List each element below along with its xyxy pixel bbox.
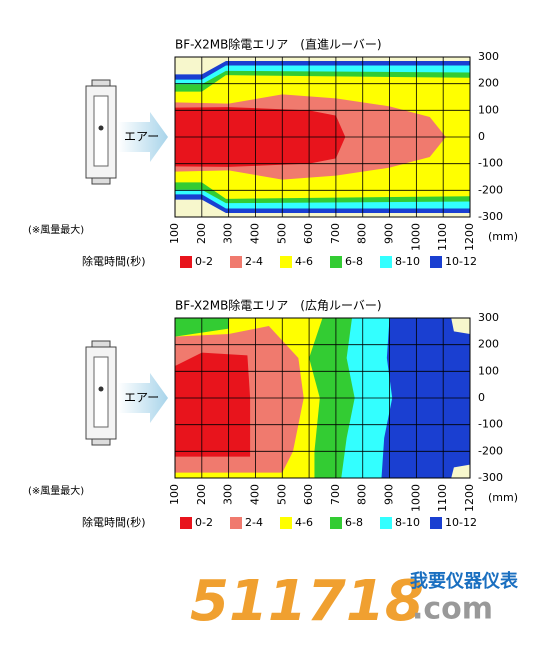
y-tick-label: 300	[478, 50, 499, 63]
x-axis-label: (mm)	[488, 491, 518, 504]
legend-label: 4-6	[295, 516, 313, 529]
x-tick-label: 700	[329, 484, 342, 505]
legend-swatch	[380, 256, 392, 268]
legend-swatch	[380, 517, 392, 529]
x-tick-label: 500	[275, 484, 288, 505]
x-tick-label: 1100	[436, 484, 449, 512]
y-tick-label: -200	[478, 444, 503, 457]
x-tick-label: 200	[195, 223, 208, 244]
y-tick-label: -100	[478, 418, 503, 431]
note: (※風量最大)	[28, 484, 84, 497]
legend-label: 10-12	[445, 255, 477, 268]
legend-label: 6-8	[345, 255, 363, 268]
legend-label: 2-4	[245, 516, 263, 529]
x-tick-label: 600	[302, 484, 315, 505]
x-axis-label: (mm)	[488, 230, 518, 243]
y-tick-label: 0	[478, 130, 485, 143]
x-tick-label: 700	[329, 223, 342, 244]
x-tick-label: 500	[275, 223, 288, 244]
y-tick-label: 300	[478, 311, 499, 324]
legend-swatch	[330, 517, 342, 529]
y-tick-label: 200	[478, 77, 499, 90]
legend-label: 10-12	[445, 516, 477, 529]
legend-label: 8-10	[395, 255, 420, 268]
x-tick-label: 800	[356, 484, 369, 505]
device	[85, 79, 168, 185]
chart-title: BF-X2MB除電エリア (広角ルーバー)	[175, 298, 382, 313]
air-label: エアー	[124, 391, 159, 405]
y-tick-label: 200	[478, 338, 499, 351]
legend-title: 除電時間(秒)	[82, 515, 146, 529]
legend-swatch	[230, 517, 242, 529]
x-tick-label: 900	[383, 484, 396, 505]
legend-label: 2-4	[245, 255, 263, 268]
legend-label: 0-2	[195, 516, 213, 529]
y-tick-label: -100	[478, 157, 503, 170]
plot-frame	[174, 317, 471, 479]
legend-label: 0-2	[195, 255, 213, 268]
y-tick-label: -200	[478, 183, 503, 196]
x-tick-label: 300	[222, 223, 235, 244]
chart-title: BF-X2MB除電エリア (直進ルーバー)	[175, 37, 382, 52]
air-label: エアー	[124, 130, 159, 144]
legend-title: 除電時間(秒)	[82, 254, 146, 268]
x-tick-label: 600	[302, 223, 315, 244]
legend-label: 4-6	[295, 255, 313, 268]
x-tick-label: 1000	[409, 223, 422, 251]
legend-swatch	[280, 256, 292, 268]
x-tick-label: 200	[195, 484, 208, 505]
x-tick-label: 900	[383, 223, 396, 244]
note: (※風量最大)	[28, 223, 84, 236]
x-tick-label: 1000	[409, 484, 422, 512]
x-tick-label: 400	[248, 484, 261, 505]
legend-swatch	[180, 517, 192, 529]
plot-frame	[174, 56, 471, 218]
device	[85, 340, 168, 446]
x-tick-label: 1100	[436, 223, 449, 251]
legend-swatch	[430, 517, 442, 529]
legend-swatch	[180, 256, 192, 268]
x-tick-label: 1200	[463, 223, 476, 251]
watermark-number: 511718	[190, 569, 424, 634]
y-tick-label: 100	[478, 103, 499, 116]
watermark-brand: 我要仪器仪表	[410, 570, 519, 592]
legend-swatch	[330, 256, 342, 268]
watermark-domain: .com	[412, 592, 493, 627]
x-tick-label: 800	[356, 223, 369, 244]
y-tick-label: -300	[478, 471, 503, 484]
legend-label: 6-8	[345, 516, 363, 529]
x-tick-label: 400	[248, 223, 261, 244]
zone	[175, 352, 251, 457]
x-tick-label: 1200	[463, 484, 476, 512]
y-tick-label: 0	[478, 391, 485, 404]
x-tick-label: 100	[168, 484, 181, 505]
y-tick-label: 100	[478, 364, 499, 377]
legend-swatch	[430, 256, 442, 268]
legend-swatch	[230, 256, 242, 268]
legend-label: 8-10	[395, 516, 420, 529]
y-tick-label: -300	[478, 210, 503, 223]
x-tick-label: 100	[168, 223, 181, 244]
x-tick-label: 300	[222, 484, 235, 505]
legend-swatch	[280, 517, 292, 529]
